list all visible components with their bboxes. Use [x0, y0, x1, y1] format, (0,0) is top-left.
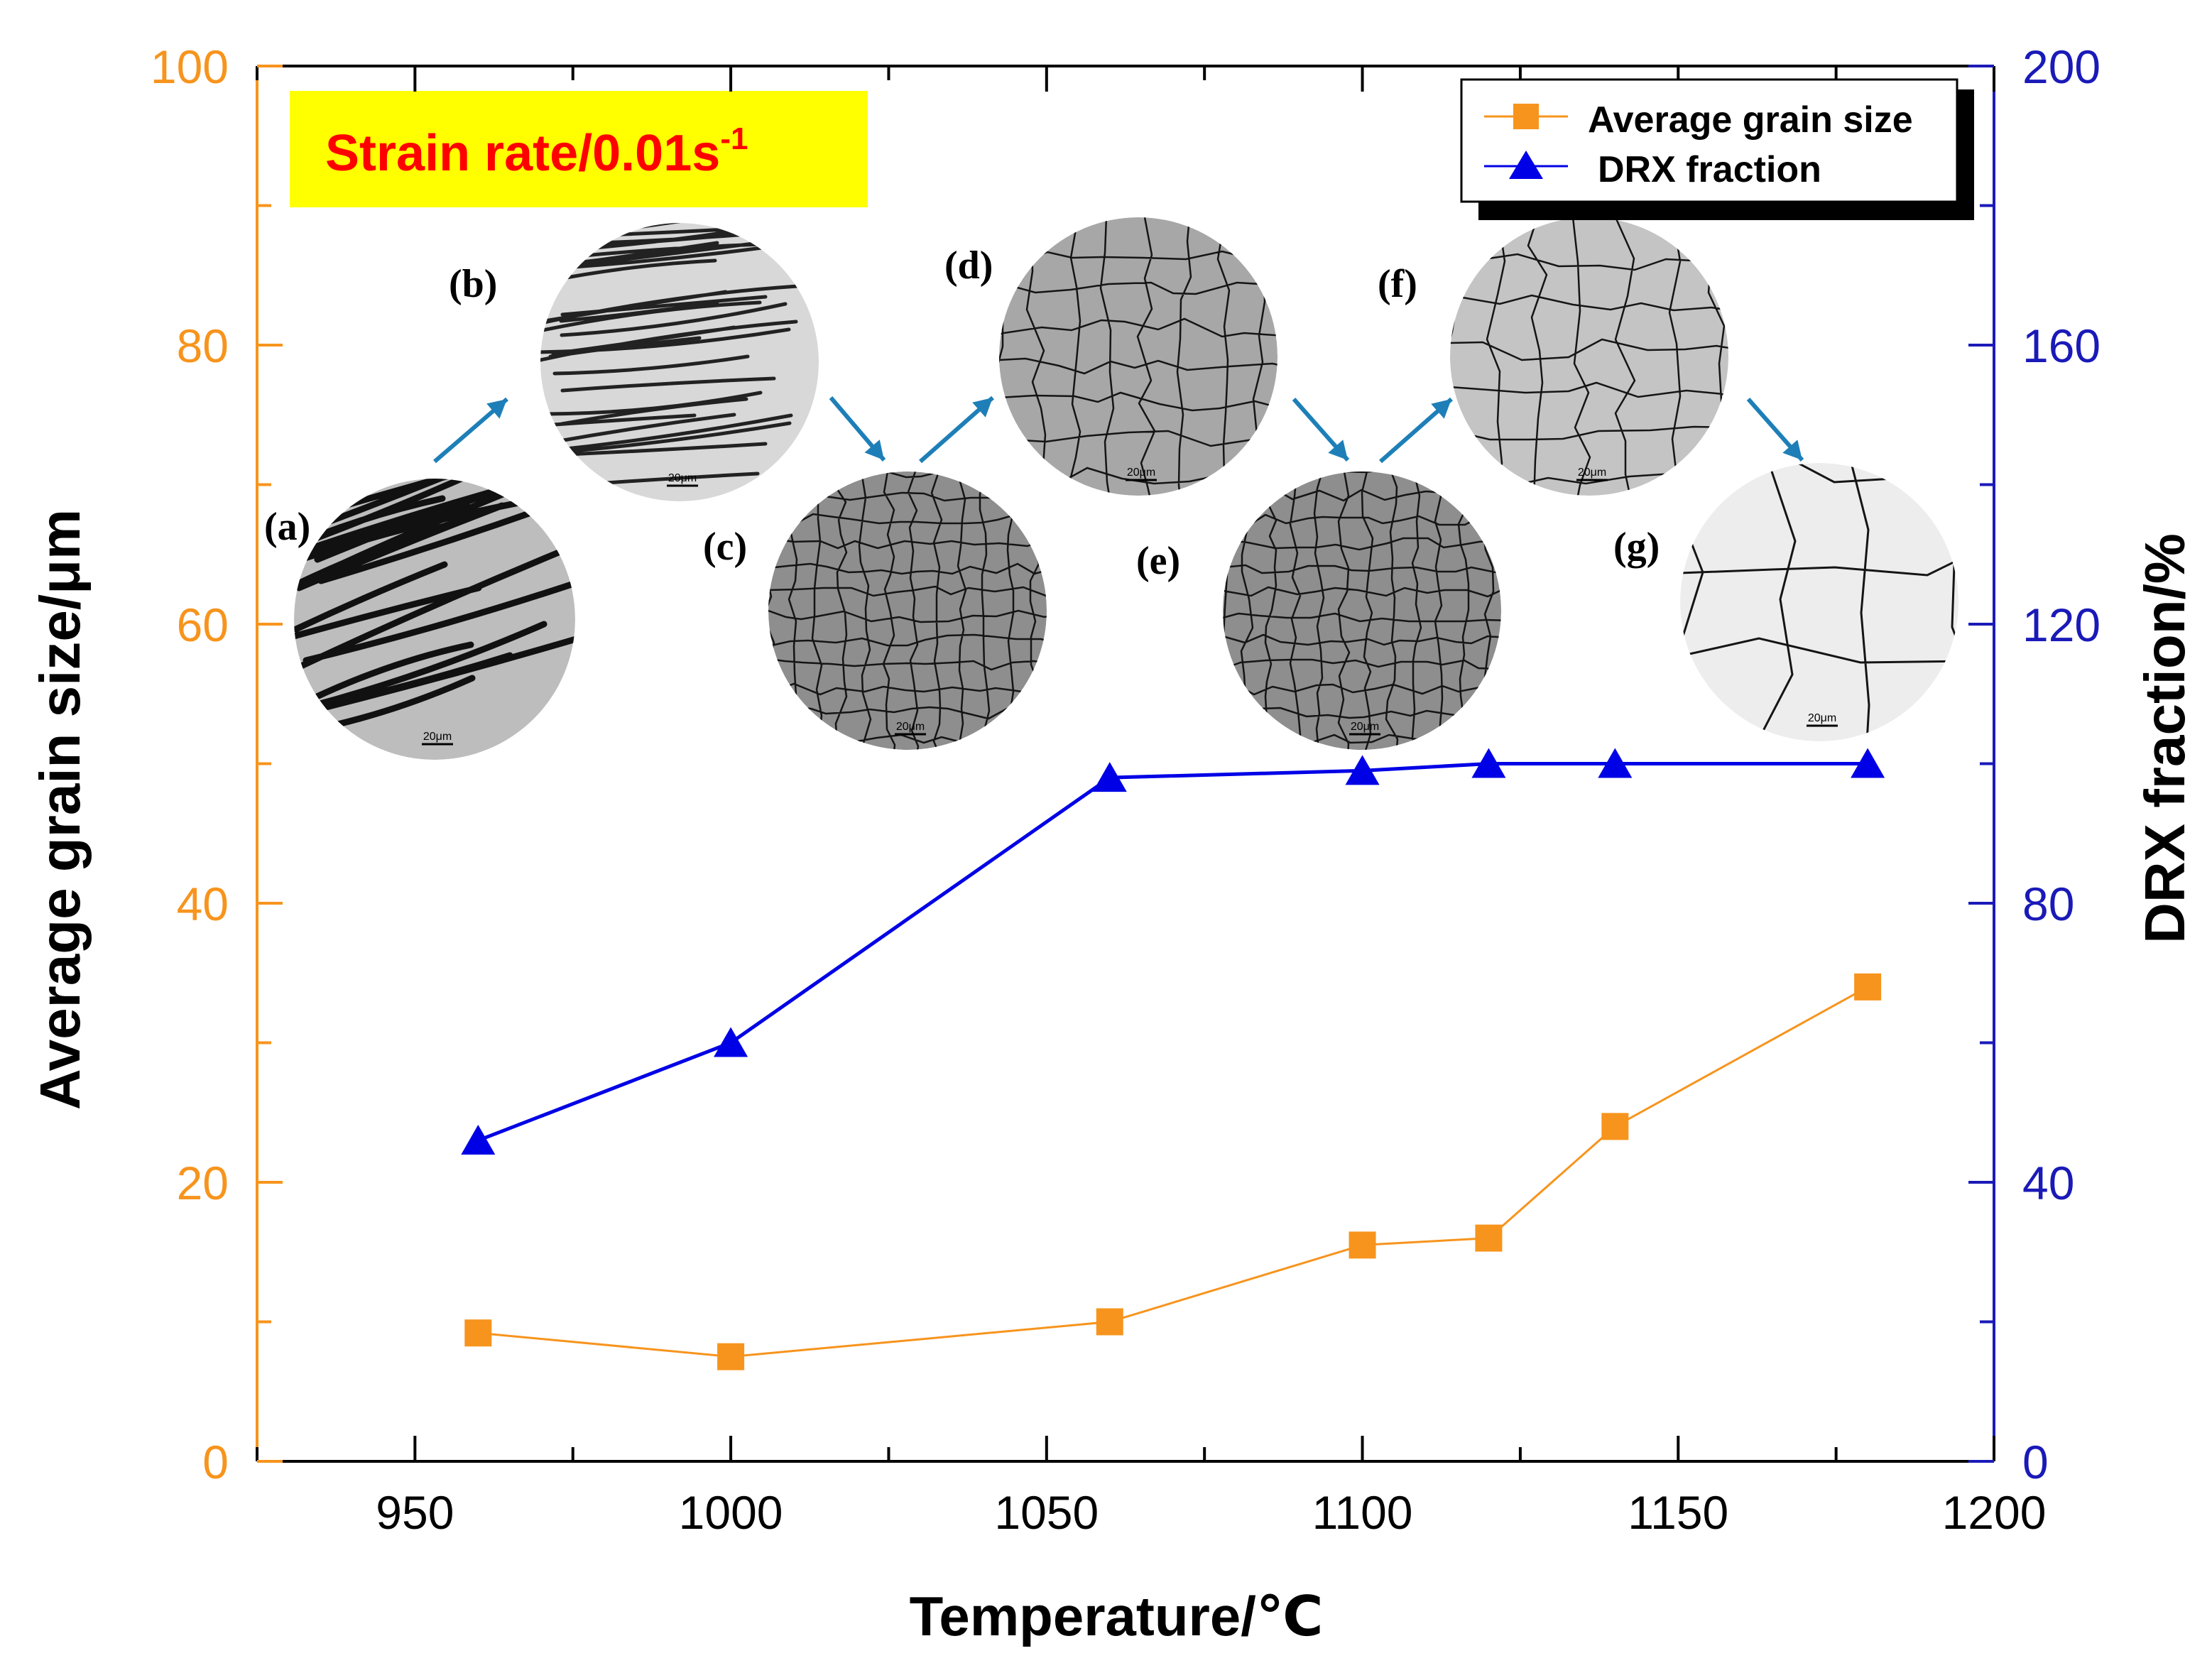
x-tick-label: 1000 [679, 1486, 783, 1539]
micrograph-label: (f) [1378, 262, 1417, 306]
micrograph-label: (c) [703, 525, 747, 569]
grain-size-point [1096, 1308, 1123, 1336]
micrograph-scale-label: 20μm [1351, 721, 1379, 733]
transition-arrow-head [1328, 440, 1348, 460]
left-tick-label: 40 [177, 878, 229, 930]
grain-size-point [1349, 1231, 1376, 1259]
left-tick-label: 20 [177, 1157, 229, 1209]
micrograph-scale-label: 20μm [423, 731, 452, 743]
legend-box [1460, 78, 1958, 203]
micrograph-scale-label: 20μm [1808, 712, 1836, 724]
legend-label-grain: Average grain size [1588, 99, 1913, 141]
x-tick-label: 1200 [1942, 1486, 2047, 1539]
x-tick-label: 950 [376, 1486, 454, 1539]
x-tick-label: 1150 [1628, 1486, 1728, 1539]
grain-size-point [1854, 973, 1882, 1000]
legend: Average grain size DRX fraction [1460, 78, 1974, 220]
series-layer [461, 748, 1885, 1370]
micrograph-grain-boundaries [1680, 463, 1958, 741]
micrograph-scale-label: 20μm [1127, 467, 1155, 479]
drx-fraction-point [1092, 762, 1127, 792]
grain-size-point [1475, 1224, 1503, 1252]
transition-arrow-head [864, 440, 884, 460]
legend-marker-grain [1513, 104, 1539, 129]
micrograph-label: (b) [449, 262, 497, 306]
micrograph-scale-label: 20μm [1578, 467, 1606, 479]
micrograph-bands [540, 223, 819, 490]
micrograph-grain-boundaries [1223, 471, 1501, 750]
micrograph-label: (e) [1136, 539, 1180, 583]
micrograph-scale-label: 20μm [668, 472, 697, 484]
axes-layer: 950 1000 1050 1100 1150 120002040608010004080… [151, 40, 2101, 1539]
micrograph-bands [294, 479, 575, 732]
micrograph-b [540, 223, 819, 501]
drx-fraction-point [1851, 748, 1885, 778]
transition-arrow-head [1431, 399, 1451, 419]
micrograph-scale-label: 20μm [896, 721, 925, 733]
legend-label-drx: DRX fraction [1598, 149, 1821, 190]
drx-fraction-point [1598, 748, 1633, 778]
transition-arrow-head [972, 398, 993, 418]
transition-arrow-head [486, 399, 507, 419]
x-tick-label: 1100 [1312, 1486, 1413, 1539]
drx-fraction-point [461, 1125, 496, 1155]
micrograph-background [768, 471, 1047, 750]
micrograph-background [1450, 217, 1728, 496]
micrograph-label: (g) [1613, 525, 1660, 569]
drx-fraction-point [714, 1027, 748, 1057]
micrograph-f [1450, 217, 1728, 496]
micrograph-background [1680, 463, 1958, 741]
strain-rate-annotation: Strain rate/0.01s-1 [290, 91, 868, 207]
micrograph-g [1680, 463, 1958, 741]
right-tick-label: 120 [2022, 599, 2101, 651]
x-axis-title: Temperature/℃ [910, 1585, 1324, 1647]
right-tick-label: 200 [2022, 40, 2101, 93]
grain-size-line [478, 986, 1868, 1358]
transition-arrow-head [1782, 440, 1802, 460]
left-axis-title: Average grain size/μm [28, 509, 92, 1110]
left-tick-label: 80 [177, 320, 229, 372]
drx-fraction-point [1345, 755, 1380, 785]
right-axis-title: DRX fraction/% [2133, 533, 2196, 944]
micrograph-label: (a) [264, 505, 310, 549]
right-tick-label: 40 [2022, 1157, 2074, 1209]
left-tick-label: 0 [202, 1436, 229, 1488]
micrograph-grain-boundaries [768, 471, 1047, 750]
annotation-background [290, 91, 868, 207]
right-tick-label: 160 [2022, 320, 2101, 372]
micrograph-label: (d) [944, 244, 993, 288]
right-tick-label: 0 [2022, 1436, 2049, 1488]
grain-size-point [464, 1319, 492, 1347]
left-tick-label: 60 [177, 599, 229, 651]
drx-fraction-line [477, 762, 1868, 1143]
legend-marker-drx [1509, 151, 1543, 179]
grain-size-point [1601, 1113, 1629, 1140]
micrograph-background [999, 217, 1277, 496]
x-tick-label: 1050 [994, 1486, 1099, 1539]
micrograph-c [768, 471, 1047, 750]
grain-size-point [717, 1343, 745, 1370]
right-tick-label: 80 [2022, 878, 2074, 930]
micrograph-a [294, 479, 575, 760]
micrograph-e [1223, 471, 1501, 750]
drx-fraction-point [1471, 748, 1506, 778]
micrograph-layer: 20μm (a) 20μm (b) 20μm (c) 20μm (d) 20μm (e) 20μm (… [264, 217, 1958, 760]
annotation-superscript: -1 [720, 121, 748, 156]
left-tick-label: 100 [151, 40, 229, 93]
annotation-text: Strain rate/0.01s-1 [325, 121, 748, 182]
